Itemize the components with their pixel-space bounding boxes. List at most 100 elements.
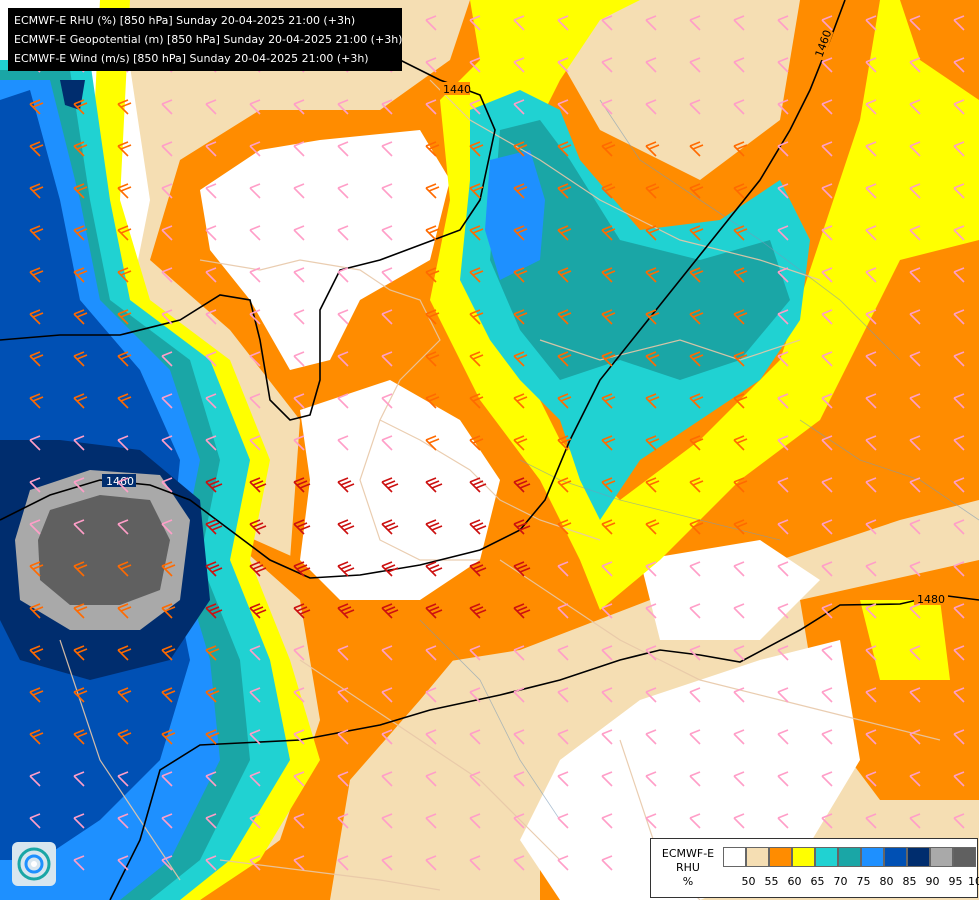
legend-tick-100: 100 <box>968 875 979 888</box>
wind-barb <box>513 351 528 367</box>
wind-barb <box>293 393 305 409</box>
wind-barb <box>425 435 440 451</box>
wind-barb <box>117 141 132 157</box>
wind-barb <box>645 183 660 199</box>
wind-barb <box>117 771 129 787</box>
wind-barb <box>73 519 85 535</box>
wind-barb <box>909 477 921 493</box>
wind-barb <box>777 561 789 577</box>
wind-barb <box>821 645 833 661</box>
wind-barb <box>777 99 789 115</box>
wind-barb <box>381 351 393 367</box>
wind-barb <box>381 813 393 829</box>
wind-barb <box>381 519 399 535</box>
wind-barb <box>293 225 305 241</box>
wind-barb <box>689 561 701 577</box>
wind-barb <box>557 267 572 283</box>
wind-barb <box>337 351 349 367</box>
legend-tick-65: 65 <box>810 875 825 888</box>
wind-barb <box>777 267 789 283</box>
title-line-geopotential: ECMWF-E Geopotential (m) [850 hPa] Sunda… <box>14 33 403 46</box>
wind-barb <box>557 99 569 115</box>
wind-barb <box>601 603 613 619</box>
wind-barb <box>249 813 261 829</box>
wind-barb <box>293 687 305 703</box>
wind-barb <box>161 477 173 493</box>
wind-barb <box>161 141 173 157</box>
wind-barb <box>865 477 877 493</box>
wind-barb <box>293 477 311 493</box>
wind-barb <box>557 645 569 661</box>
wind-barb <box>337 435 349 451</box>
wind-barb <box>689 519 704 535</box>
wind-barb <box>689 603 701 619</box>
wind-barb <box>205 435 217 451</box>
wind-barb <box>117 687 132 703</box>
wind-barb <box>117 519 129 535</box>
wind-barb <box>249 267 261 283</box>
legend-swatch-60 <box>769 847 792 867</box>
legend-title-model: ECMWF-E <box>661 847 715 860</box>
wind-barb <box>469 351 484 367</box>
wind-barb <box>469 729 481 745</box>
wind-barb <box>117 267 132 283</box>
wind-barb <box>469 771 481 787</box>
wind-barb <box>909 351 921 367</box>
wind-barb <box>777 57 789 73</box>
wind-barb <box>601 771 613 787</box>
wind-barb <box>821 729 833 745</box>
wind-barb <box>337 687 349 703</box>
wind-barb <box>29 267 44 283</box>
wind-barb <box>337 561 355 577</box>
wind-barb <box>293 183 305 199</box>
wind-barb <box>645 57 657 73</box>
legend-title-unit: % <box>682 875 694 888</box>
wind-barb <box>381 393 393 409</box>
wind-barb <box>601 687 613 703</box>
wind-barb <box>865 309 877 325</box>
wind-barb <box>601 477 616 493</box>
wind-barb <box>117 729 132 745</box>
wind-barb <box>161 183 173 199</box>
legend-ticks: 50 55 60 65 70 75 80 85 90 95 100 <box>737 875 979 888</box>
wind-barb <box>293 561 311 577</box>
wind-barb <box>733 561 745 577</box>
wind-barb <box>909 771 921 787</box>
wind-barb <box>557 603 569 619</box>
wind-barb <box>337 645 349 661</box>
wind-barb <box>953 225 965 241</box>
wind-barb <box>601 141 616 157</box>
wind-barb <box>953 351 965 367</box>
wind-barb <box>777 771 789 787</box>
wind-barb <box>29 435 41 451</box>
wind-barb <box>29 645 44 661</box>
wind-barb <box>469 15 481 31</box>
wind-barb <box>865 15 877 31</box>
wind-barb <box>689 267 704 283</box>
wind-barb <box>29 477 41 493</box>
wind-barb <box>645 477 660 493</box>
wind-barb <box>117 435 129 451</box>
wind-barb <box>29 309 44 325</box>
wind-barb <box>513 519 531 535</box>
wind-barb <box>381 603 399 619</box>
wind-barb <box>161 519 173 535</box>
legend-swatch-70 <box>815 847 838 867</box>
wind-barb <box>953 561 965 577</box>
wind-barb <box>645 309 660 325</box>
wind-barb <box>337 393 349 409</box>
wind-barb <box>645 393 660 409</box>
wind-barb <box>117 309 132 325</box>
wind-barb <box>205 477 223 493</box>
wind-barb <box>733 15 745 31</box>
wind-barb <box>513 729 525 745</box>
wind-barb <box>381 99 393 115</box>
wind-barb <box>733 477 748 493</box>
wind-barb <box>909 15 921 31</box>
wind-barb <box>645 603 657 619</box>
wind-barb <box>909 267 921 283</box>
wind-barbs <box>29 15 965 871</box>
wind-barb <box>953 813 965 829</box>
wind-barb <box>953 267 965 283</box>
wind-barb <box>161 729 176 745</box>
